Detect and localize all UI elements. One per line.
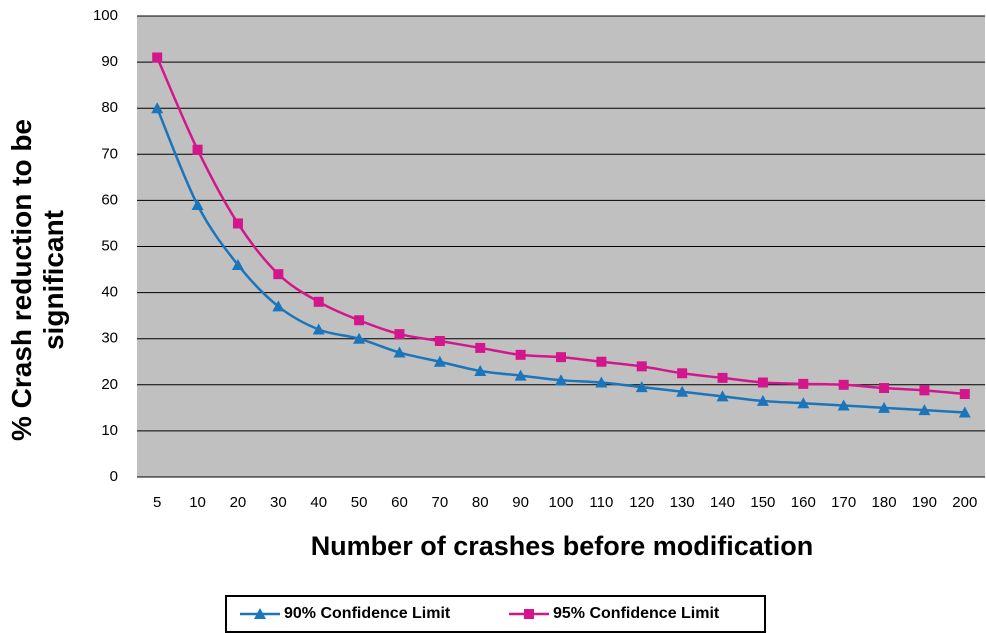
marker (918, 404, 931, 416)
marker (192, 144, 203, 155)
marker (837, 399, 850, 411)
x-tick-label: 5 (153, 494, 161, 511)
x-tick-label: 90 (512, 494, 529, 511)
x-tick-label: 30 (270, 494, 287, 511)
marker (312, 323, 325, 335)
marker (717, 372, 728, 383)
legend-label: 90% Confidence Limit (284, 605, 451, 622)
x-tick-label: 60 (391, 494, 408, 511)
marker (353, 332, 366, 344)
marker (434, 336, 445, 347)
y-tick-label: 60 (101, 191, 118, 208)
marker (636, 361, 647, 372)
x-tick-label: 160 (791, 494, 816, 511)
y-axis-title: % Crash reduction to be significant (6, 118, 69, 442)
marker (231, 258, 244, 270)
marker (354, 315, 365, 326)
marker (433, 355, 446, 367)
x-tick-label: 70 (432, 494, 449, 511)
marker (555, 374, 567, 386)
marker (878, 401, 891, 413)
x-tick-label: 40 (310, 494, 327, 511)
x-tick-label: 180 (872, 494, 897, 511)
marker (716, 390, 729, 402)
marker (879, 383, 890, 394)
marker (757, 377, 768, 388)
marker (232, 218, 243, 229)
marker (313, 296, 324, 307)
y-tick-label: 100 (93, 7, 118, 24)
marker (151, 102, 164, 114)
x-tick-label: 10 (189, 494, 206, 511)
marker (677, 368, 688, 379)
marker (556, 352, 566, 363)
marker (393, 346, 406, 358)
marker (254, 608, 266, 619)
marker (959, 389, 970, 400)
x-tick-label: 190 (912, 494, 937, 511)
y-tick-label: 90 (101, 53, 118, 70)
marker (394, 329, 405, 340)
marker (919, 385, 930, 396)
marker (595, 376, 608, 388)
legend (225, 595, 766, 633)
y-tick-label: 80 (101, 99, 118, 116)
y-tick-label: 40 (101, 284, 118, 301)
marker (524, 609, 534, 619)
marker (514, 369, 527, 381)
x-tick-label: 200 (952, 494, 977, 511)
x-tick-label: 150 (750, 494, 775, 511)
marker (596, 356, 607, 367)
marker (958, 406, 971, 418)
x-axis-title: Number of crashes before modification (311, 531, 814, 561)
marker (838, 379, 849, 390)
x-tick-label: 140 (710, 494, 735, 511)
marker (272, 300, 285, 312)
marker (474, 364, 487, 376)
y-tick-label: 0 (110, 468, 118, 485)
marker (273, 269, 284, 280)
marker (797, 397, 810, 409)
y-tick-label: 70 (101, 145, 118, 162)
x-tick-label: 100 (548, 494, 573, 511)
y-tick-label: 50 (101, 237, 118, 254)
x-tick-label: 50 (351, 494, 368, 511)
marker (475, 342, 486, 353)
x-tick-label: 80 (472, 494, 489, 511)
marker (152, 52, 163, 63)
marker (756, 394, 769, 406)
x-tick-label: 120 (629, 494, 654, 511)
marker (676, 385, 689, 397)
marker (635, 381, 648, 393)
marker (798, 378, 809, 389)
x-tick-label: 130 (670, 494, 695, 511)
y-tick-label: 20 (101, 376, 118, 393)
x-tick-label: 110 (589, 494, 613, 511)
legend-label: 95% Confidence Limit (553, 605, 720, 622)
y-tick-label: 30 (101, 330, 118, 347)
x-tick-label: 20 (230, 494, 247, 511)
y-tick-label: 10 (101, 422, 118, 439)
marker (191, 199, 204, 211)
x-tick-label: 170 (831, 494, 856, 511)
marker (515, 349, 526, 360)
